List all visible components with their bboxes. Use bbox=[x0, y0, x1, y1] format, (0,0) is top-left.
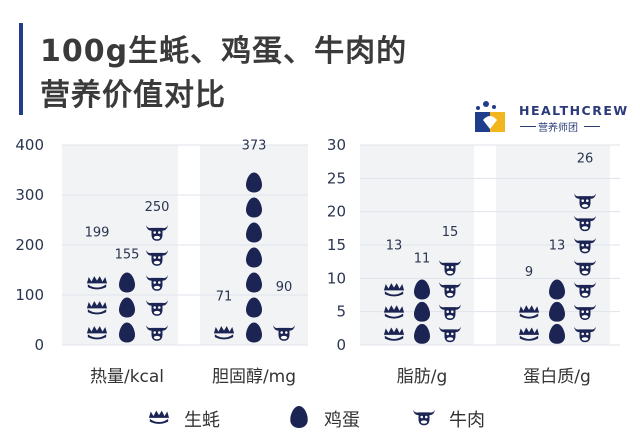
oyster-icon bbox=[148, 406, 170, 428]
data-label: 26 bbox=[577, 152, 594, 167]
y-tick-label: 200 bbox=[15, 236, 44, 254]
y-tick-label: 25 bbox=[327, 169, 346, 187]
y-tick-label: 0 bbox=[34, 336, 44, 354]
x-category-label: 胆固醇/mg bbox=[212, 367, 296, 387]
legend-label-oyster: 生蚝 bbox=[184, 410, 220, 431]
data-label: 9 bbox=[525, 265, 533, 280]
logo-divider-left bbox=[520, 126, 536, 127]
data-label: 71 bbox=[216, 290, 233, 305]
chart-title-line-2: 营养价值对比 bbox=[40, 78, 226, 113]
x-category-label: 热量/kcal bbox=[90, 367, 164, 387]
chart-panel-2: 0 5 10 15 20 25 30 脂肪/g 蛋白质/g 13 9 11 13 15 26 bbox=[327, 136, 620, 387]
cow-icon bbox=[413, 406, 435, 428]
x-category-label: 脂肪/g bbox=[397, 367, 448, 387]
logo-text: HEALTHCREW bbox=[519, 103, 629, 118]
y-tick-label: 15 bbox=[327, 236, 346, 254]
y-tick-label: 100 bbox=[15, 286, 44, 304]
y-tick-label: 5 bbox=[336, 303, 346, 321]
y-tick-label: 10 bbox=[327, 269, 346, 287]
y-tick-label: 20 bbox=[327, 203, 346, 221]
logo-divider-right bbox=[584, 126, 600, 127]
data-label: 199 bbox=[85, 226, 110, 241]
y-tick-label: 30 bbox=[327, 136, 346, 154]
x-category-label: 蛋白质/g bbox=[523, 367, 591, 387]
data-label: 13 bbox=[386, 238, 403, 253]
y-tick-label: 0 bbox=[336, 336, 346, 354]
data-label: 15 bbox=[442, 225, 459, 240]
legend-label-beef: 牛肉 bbox=[449, 410, 485, 431]
logo-subtitle: 营养师团 bbox=[538, 123, 578, 134]
data-label: 11 bbox=[414, 252, 431, 267]
data-label: 250 bbox=[145, 200, 170, 215]
data-label: 155 bbox=[115, 248, 140, 263]
legend-label-egg: 鸡蛋 bbox=[324, 410, 360, 431]
data-label: 90 bbox=[276, 280, 293, 295]
data-label: 373 bbox=[242, 139, 267, 154]
y-tick-label: 300 bbox=[15, 186, 44, 204]
egg-icon bbox=[288, 406, 310, 428]
y-tick-label: 400 bbox=[15, 136, 44, 154]
chart-panel-1: 0 100 200 300 400 热量/kcal 胆固醇/mg 199 71 155 373 250… bbox=[15, 136, 308, 387]
logo-mark-icon bbox=[475, 101, 505, 132]
title-accent-bar bbox=[19, 23, 23, 115]
data-label: 13 bbox=[549, 238, 566, 253]
healthcrew-logo: HEALTHCREW 营养师团 bbox=[472, 97, 627, 137]
chart-title-line-1: 100g生蚝、鸡蛋、牛肉的 bbox=[40, 34, 408, 69]
